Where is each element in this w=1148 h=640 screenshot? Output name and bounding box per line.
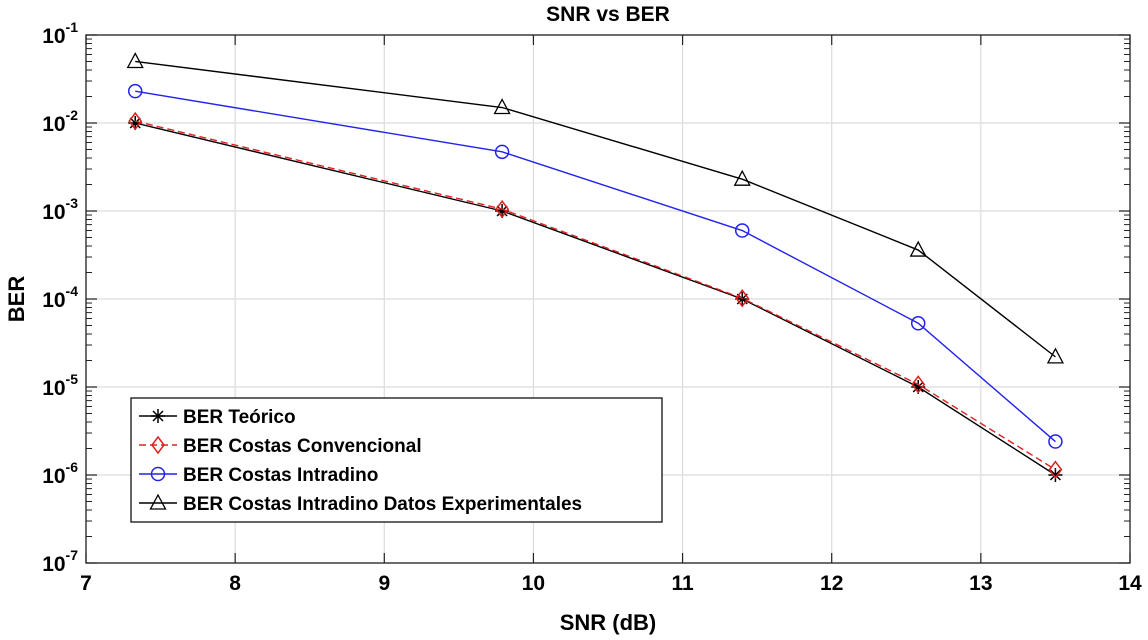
y-tick-label: 10-2	[42, 107, 78, 136]
series-layer	[126, 52, 1065, 482]
chart-title: SNR vs BER	[546, 3, 670, 26]
data-point	[910, 316, 926, 331]
y-tick-label: 10-4	[42, 283, 78, 312]
data-point	[127, 83, 143, 99]
legend-label: BER Teórico	[183, 407, 296, 428]
series-line	[135, 90, 1056, 443]
data-point	[733, 169, 751, 186]
data-point	[735, 288, 750, 308]
legend-marker	[149, 493, 167, 510]
legend-marker	[151, 435, 165, 455]
data-point	[1046, 347, 1065, 364]
y-tick-label: 10-7	[42, 547, 78, 576]
x-tick-label: 9	[378, 572, 390, 595]
axes: 7 8 9 10 11 12 13 14 10-1 10-2 10-3 10-4 10-5 10-6 10-…	[42, 19, 1142, 595]
legend-marker	[150, 466, 166, 482]
series-2	[128, 111, 1063, 479]
x-tick-label: 10	[522, 572, 545, 595]
legend-item: BER Teórico	[139, 407, 296, 428]
axes-frame	[85, 34, 1131, 564]
y-tick-label: 10-3	[42, 195, 78, 224]
legend-item: BER Costas Convencional	[139, 435, 422, 457]
data-point	[495, 199, 510, 219]
x-tick-label: 7	[80, 572, 92, 595]
x-tick-label: 13	[969, 572, 992, 595]
data-point	[909, 240, 927, 257]
y-tick-label: 10-5	[42, 371, 78, 400]
legend-label: BER Costas Intradino Datos Experimentale…	[183, 494, 582, 515]
data-point	[911, 380, 926, 394]
y-axis-label: BER	[4, 276, 29, 323]
legend-label: BER Costas Convencional	[183, 436, 422, 457]
series-line	[135, 120, 1056, 471]
data-point	[911, 375, 926, 394]
data-point	[128, 116, 143, 130]
legend: BER Teórico BER Costas Convencional BER Co…	[130, 397, 663, 523]
data-point	[494, 144, 510, 160]
x-tick-label: 12	[820, 572, 843, 595]
legend-item: BER Costas Intradino	[139, 465, 378, 486]
data-point	[128, 111, 143, 131]
legend-item: BER Costas Intradino Datos Experimentale…	[139, 493, 582, 515]
data-point	[493, 98, 511, 115]
x-tick-label: 8	[229, 572, 241, 595]
data-point	[1048, 434, 1063, 449]
data-point	[126, 52, 144, 69]
series-3	[127, 83, 1063, 449]
series-line	[135, 60, 1056, 358]
data-point	[1048, 460, 1063, 479]
data-point	[1048, 468, 1063, 482]
x-axis-label: SNR (dB)	[560, 610, 657, 635]
y-tick-label: 10-6	[42, 459, 78, 488]
legend-label: BER Costas Intradino	[183, 465, 378, 486]
series-4	[126, 52, 1065, 364]
data-point	[495, 204, 510, 218]
x-tick-label: 11	[671, 572, 694, 595]
legend-box	[130, 397, 663, 523]
data-point	[734, 223, 750, 238]
y-tick-label: 10-1	[42, 19, 78, 48]
legend-marker	[151, 409, 165, 423]
x-tick-label: 14	[1118, 572, 1142, 595]
